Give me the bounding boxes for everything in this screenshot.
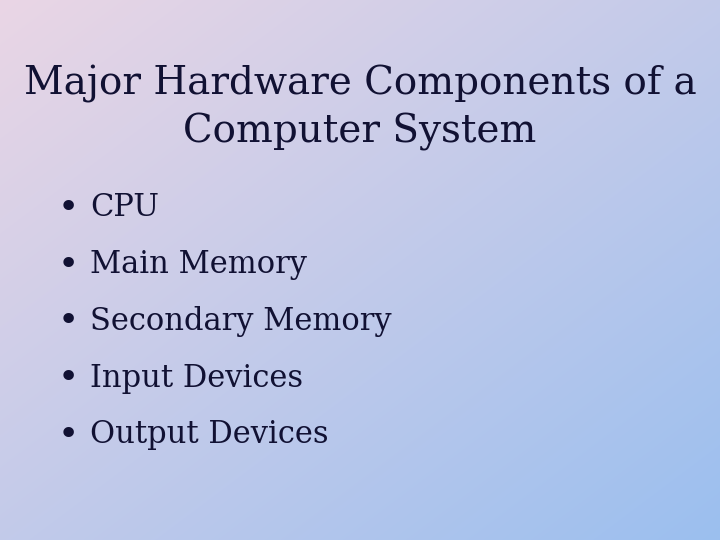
Text: •: • (58, 361, 79, 395)
Text: •: • (58, 191, 79, 225)
Text: CPU: CPU (90, 192, 159, 224)
Text: Input Devices: Input Devices (90, 362, 303, 394)
Text: Output Devices: Output Devices (90, 419, 328, 450)
Text: Main Memory: Main Memory (90, 249, 307, 280)
Text: Secondary Memory: Secondary Memory (90, 306, 392, 337)
Text: •: • (58, 418, 79, 451)
Text: •: • (58, 305, 79, 338)
Text: •: • (58, 248, 79, 281)
Text: Major Hardware Components of a
Computer System: Major Hardware Components of a Computer … (24, 65, 696, 151)
